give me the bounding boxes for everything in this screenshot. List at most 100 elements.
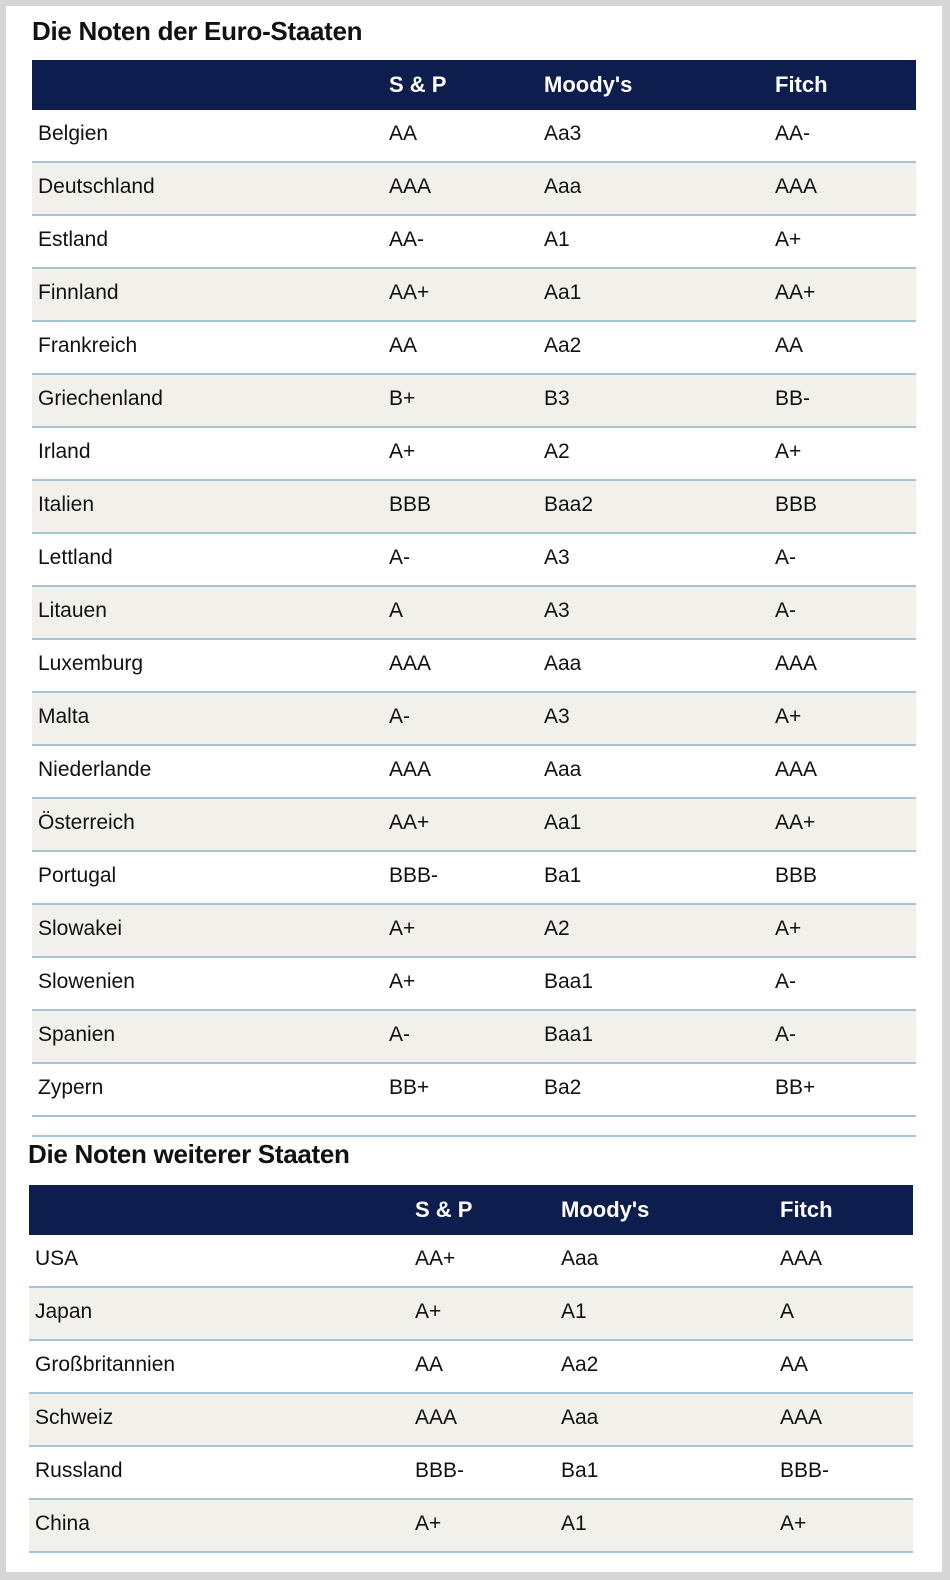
table-row: Malta A- A3 A+ bbox=[32, 693, 916, 746]
country-cell: Slowakei bbox=[38, 917, 123, 940]
moodys-rating-cell: Aa1 bbox=[544, 281, 582, 304]
table-row: Russland BBB- Ba1 BBB- bbox=[29, 1447, 913, 1500]
table-row: Italien BBB Baa2 BBB bbox=[32, 481, 916, 534]
euro-table-title: Die Noten der Euro-Staaten bbox=[32, 16, 363, 46]
moodys-rating-cell: Aaa bbox=[544, 758, 582, 781]
country-cell: Niederlande bbox=[38, 758, 152, 781]
moodys-rating-cell: Aa2 bbox=[544, 334, 582, 357]
moodys-rating-cell: A1 bbox=[561, 1300, 587, 1323]
header-moodys: Moody's bbox=[544, 72, 633, 97]
sp-rating-cell: A- bbox=[389, 705, 410, 728]
fitch-rating-cell: AAA bbox=[775, 758, 818, 781]
fitch-rating-cell: A+ bbox=[780, 1512, 807, 1535]
country-cell: China bbox=[35, 1512, 90, 1535]
other-ratings-table: S & P Moody's Fitch USA AA+ Aaa AAA Japan A+ A… bbox=[29, 1185, 913, 1553]
fitch-rating-cell: AAA bbox=[775, 175, 818, 198]
country-cell: Spanien bbox=[38, 1023, 116, 1046]
table-header: S & P Moody's Fitch bbox=[29, 1185, 913, 1235]
moodys-rating-cell: A3 bbox=[544, 705, 570, 728]
table-body: Belgien AA Aa3 AA- Deutschland AAA Aaa AAA Estla… bbox=[32, 110, 916, 1117]
table-row: Slowakei A+ A2 A+ bbox=[32, 905, 916, 958]
table-row: Österreich AA+ Aa1 AA+ bbox=[32, 799, 916, 852]
moodys-rating-cell: Aa3 bbox=[544, 122, 582, 145]
fitch-rating-cell: AA bbox=[775, 334, 804, 357]
moodys-rating-cell: A2 bbox=[544, 440, 570, 463]
fitch-rating-cell: AA- bbox=[775, 122, 811, 145]
sp-rating-cell: AA bbox=[389, 122, 418, 145]
sp-rating-cell: AAA bbox=[389, 652, 432, 675]
country-cell: Russland bbox=[35, 1459, 123, 1482]
sp-rating-cell: AAA bbox=[415, 1406, 458, 1429]
fitch-rating-cell: A+ bbox=[775, 705, 802, 728]
country-cell: USA bbox=[35, 1247, 79, 1270]
fitch-rating-cell: A+ bbox=[775, 917, 802, 940]
fitch-rating-cell: BB+ bbox=[775, 1076, 816, 1099]
moodys-rating-cell: B3 bbox=[544, 387, 570, 410]
table-row: Deutschland AAA Aaa AAA bbox=[32, 163, 916, 216]
fitch-rating-cell: BBB bbox=[775, 864, 818, 887]
sp-rating-cell: A+ bbox=[415, 1512, 442, 1535]
table-row: China A+ A1 A+ bbox=[29, 1500, 913, 1553]
sp-rating-cell: AA bbox=[389, 334, 418, 357]
moodys-rating-cell: Ba2 bbox=[544, 1076, 582, 1099]
other-table-title: Die Noten weiterer Staaten bbox=[28, 1139, 350, 1169]
fitch-rating-cell: BBB- bbox=[780, 1459, 830, 1482]
header-sp: S & P bbox=[389, 72, 447, 97]
fitch-rating-cell: BBB bbox=[775, 493, 818, 516]
country-cell: Frankreich bbox=[38, 334, 138, 357]
sp-rating-cell: AAA bbox=[389, 758, 432, 781]
table-row: Spanien A- Baa1 A- bbox=[32, 1011, 916, 1064]
header-fitch: Fitch bbox=[780, 1197, 833, 1222]
country-cell: Malta bbox=[38, 705, 90, 728]
sp-rating-cell: A- bbox=[389, 1023, 410, 1046]
moodys-rating-cell: Ba1 bbox=[544, 864, 582, 887]
country-cell: Italien bbox=[38, 493, 95, 516]
country-cell: Litauen bbox=[38, 599, 107, 622]
moodys-rating-cell: Aaa bbox=[544, 175, 582, 198]
sp-rating-cell: AA+ bbox=[389, 281, 430, 304]
fitch-rating-cell: A bbox=[780, 1300, 795, 1323]
table-row: Litauen A A3 A- bbox=[32, 587, 916, 640]
fitch-rating-cell: AA bbox=[780, 1353, 809, 1376]
sp-rating-cell: AAA bbox=[389, 175, 432, 198]
header-sp: S & P bbox=[415, 1197, 473, 1222]
sp-rating-cell: AA+ bbox=[415, 1247, 456, 1270]
fitch-rating-cell: AAA bbox=[780, 1247, 823, 1270]
fitch-rating-cell: AA+ bbox=[775, 281, 816, 304]
country-cell: Schweiz bbox=[35, 1406, 114, 1429]
table-end-spacer bbox=[32, 1117, 916, 1137]
table-row: Lettland A- A3 A- bbox=[32, 534, 916, 587]
moodys-rating-cell: Baa2 bbox=[544, 493, 594, 516]
moodys-rating-cell: Baa1 bbox=[544, 1023, 594, 1046]
country-cell: Estland bbox=[38, 228, 109, 251]
sp-rating-cell: BBB- bbox=[389, 864, 439, 887]
fitch-rating-cell: AA+ bbox=[775, 811, 816, 834]
country-cell: Großbritannien bbox=[35, 1353, 176, 1376]
fitch-rating-cell: A- bbox=[775, 1023, 796, 1046]
sp-rating-cell: AA+ bbox=[389, 811, 430, 834]
table-body: USA AA+ Aaa AAA Japan A+ A1 A Großbritannien AA Aa… bbox=[29, 1235, 913, 1553]
fitch-rating-cell: A- bbox=[775, 970, 796, 993]
moodys-rating-cell: Aaa bbox=[561, 1247, 599, 1270]
fitch-rating-cell: A- bbox=[775, 546, 796, 569]
country-cell: Österreich bbox=[38, 811, 135, 834]
moodys-rating-cell: Aaa bbox=[561, 1406, 599, 1429]
table-row: Schweiz AAA Aaa AAA bbox=[29, 1394, 913, 1447]
moodys-rating-cell: A2 bbox=[544, 917, 570, 940]
fitch-rating-cell: BB- bbox=[775, 387, 811, 410]
country-cell: Portugal bbox=[38, 864, 117, 887]
table-row: Großbritannien AA Aa2 AA bbox=[29, 1341, 913, 1394]
ratings-panel: Die Noten der Euro-Staaten S & P Moody's… bbox=[6, 6, 942, 1572]
fitch-rating-cell: A- bbox=[775, 599, 796, 622]
table-row: Belgien AA Aa3 AA- bbox=[32, 110, 916, 163]
country-cell: Japan bbox=[35, 1300, 93, 1323]
fitch-rating-cell: A+ bbox=[775, 440, 802, 463]
table-row: Zypern BB+ Ba2 BB+ bbox=[32, 1064, 916, 1117]
table-row: Griechenland B+ B3 BB- bbox=[32, 375, 916, 428]
moodys-rating-cell: Aa1 bbox=[544, 811, 582, 834]
country-cell: Lettland bbox=[38, 546, 113, 569]
country-cell: Slowenien bbox=[38, 970, 135, 993]
header-fitch: Fitch bbox=[775, 72, 828, 97]
table-row: Frankreich AA Aa2 AA bbox=[32, 322, 916, 375]
sp-rating-cell: BBB bbox=[389, 493, 432, 516]
